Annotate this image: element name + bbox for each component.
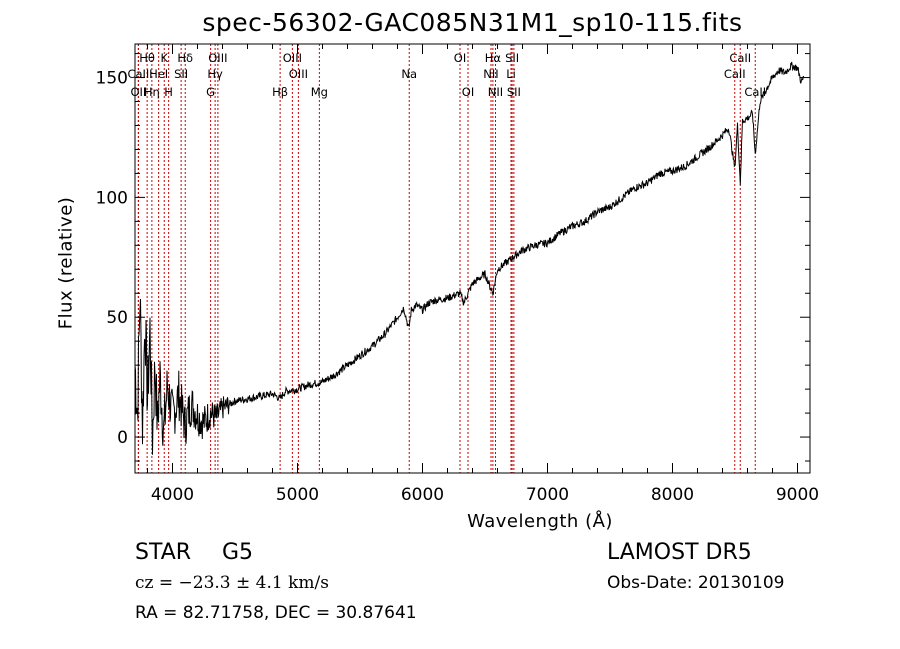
y-tick-label: 150 <box>96 69 128 89</box>
line-label-19: Hα <box>485 51 502 65</box>
line-label-23: Li <box>506 67 516 81</box>
object-class: STAR <box>135 540 192 565</box>
line-label-16: Na <box>401 67 417 81</box>
redshift-velocity: cz = −23.3 ± 4.1 km/s <box>135 573 329 593</box>
x-tick-label: 8000 <box>651 485 694 505</box>
object-subclass: G5 <box>222 540 254 565</box>
line-label-26: CaII <box>724 67 746 81</box>
x-axis-label: Wavelength (Å) <box>467 511 613 532</box>
sky-coordinates: RA = 82.71758, DEC = 30.87641 <box>135 603 417 623</box>
line-label-8: SII <box>174 67 188 81</box>
line-label-5: K <box>160 51 168 65</box>
x-tick-label: 7000 <box>526 485 569 505</box>
line-label-11: G <box>206 85 215 99</box>
line-label-7: Hδ <box>177 51 193 65</box>
x-tick-label: 6000 <box>401 485 444 505</box>
line-label-18: OI <box>462 85 474 99</box>
line-label-2: CaII <box>127 67 149 81</box>
line-label-10: Hγ <box>207 67 223 81</box>
line-label-17: OI <box>454 51 466 65</box>
spectrum-series <box>134 61 805 455</box>
line-label-12: Hβ <box>272 85 288 99</box>
y-tick-label: 0 <box>117 428 128 448</box>
x-tick-label: 4000 <box>151 485 194 505</box>
line-label-6: H <box>164 85 173 99</box>
chart-title: spec-56302-GAC085N31M1_sp10-115.fits <box>202 8 743 37</box>
line-label-13: OIII <box>283 51 302 65</box>
line-label-24: SII <box>507 85 521 99</box>
survey-name: LAMOST DR5 <box>607 540 752 565</box>
line-label-3: HeI <box>149 67 168 81</box>
y-tick-label: 100 <box>96 188 128 208</box>
observation-date: Obs-Date: 20130109 <box>607 573 785 593</box>
line-label-0: Hθ <box>139 51 155 65</box>
line-label-9: OIII <box>208 51 227 65</box>
line-label-25: CaII <box>729 51 751 65</box>
line-label-15: Mg <box>311 85 328 99</box>
line-label-27: CaII <box>744 85 766 99</box>
line-label-4: Hη <box>144 85 160 99</box>
x-tick-label: 5000 <box>276 485 319 505</box>
x-tick-label: 9000 <box>776 485 819 505</box>
line-label-14: OIII <box>289 67 308 81</box>
line-label-20: NII <box>483 67 498 81</box>
line-label-21: NII <box>488 85 503 99</box>
plot-frame <box>134 43 811 474</box>
y-tick-label: 50 <box>106 308 128 328</box>
y-axis-label: Flux (relative) <box>55 196 77 330</box>
line-label-22: SII <box>505 51 519 65</box>
line-label-1: OII <box>130 85 146 99</box>
